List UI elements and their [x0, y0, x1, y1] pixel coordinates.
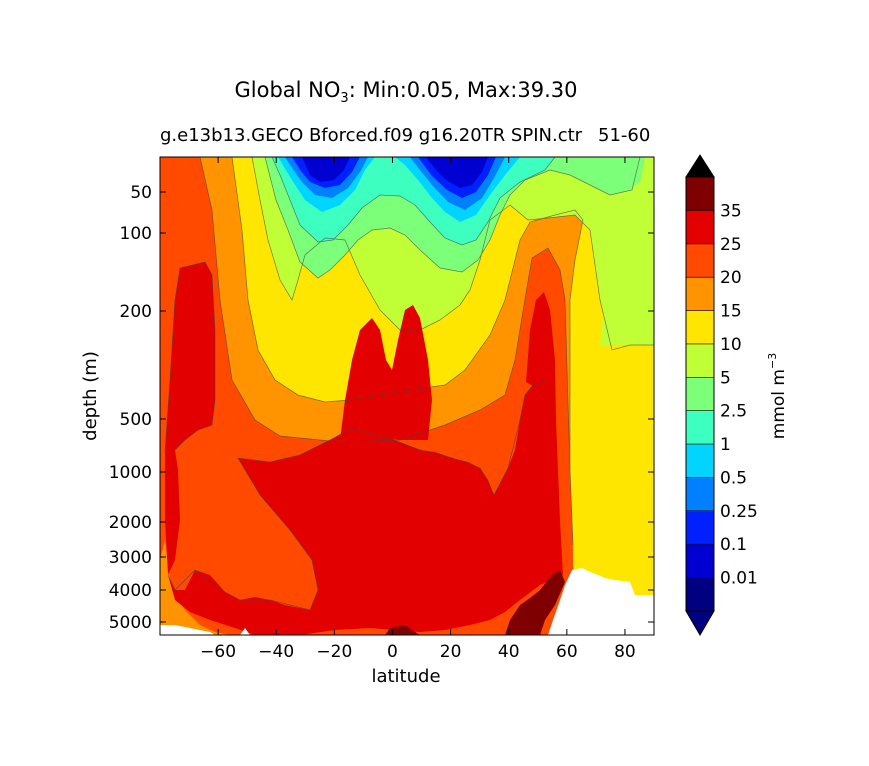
band-gt35-north	[505, 570, 565, 635]
colorbar-swatch	[686, 277, 714, 312]
land-mask-equator	[240, 628, 250, 635]
band-25-35-equatorial	[340, 305, 432, 440]
band-25-35-connector	[165, 450, 180, 575]
colorbar-level-label: 20	[720, 268, 742, 288]
band-25-35-northern	[526, 292, 563, 575]
y-axis-label: depth (m)	[80, 351, 101, 441]
colorbar-swatch	[686, 410, 714, 445]
y-tick-label: 4000	[109, 581, 152, 601]
x-tick-label: −40	[258, 642, 294, 662]
x-axis: −60 −40 −20 0 20 40 60 80	[200, 157, 636, 662]
colorbar: 0.01 0.1 0.25 0.5 1 2.5 5 10 15 20 25 35	[685, 154, 758, 636]
colorbar-frame	[685, 176, 715, 612]
colorbar-swatch	[686, 377, 714, 412]
y-tick-label: 5000	[109, 613, 152, 633]
band-2.5-5-arctic	[585, 157, 645, 192]
x-tick-label: 40	[498, 642, 520, 662]
colorbar-extend-min	[685, 610, 715, 636]
colorbar-level-label: 0.25	[720, 502, 758, 522]
land-mask-south	[160, 625, 215, 635]
x-tick-label: 80	[614, 642, 636, 662]
band-10-15	[232, 157, 654, 635]
x-tick-label: −60	[200, 642, 236, 662]
contour-line-25-deep	[167, 381, 546, 611]
colorbar-level-label: 0.1	[720, 535, 747, 555]
y-axis	[160, 191, 654, 623]
x-axis-label: latitude	[371, 666, 440, 687]
colorbar-swatch	[686, 510, 714, 545]
y-tick-label: 2000	[109, 513, 152, 533]
band-15-20-southern-edge	[160, 540, 230, 635]
colorbar-swatch	[686, 577, 714, 612]
band-0.01-0.1-south	[302, 157, 350, 182]
colorbar-swatch	[686, 177, 714, 211]
colorbar-level-label: 0.5	[720, 468, 747, 488]
contour-line-2.5	[264, 157, 641, 279]
colorbar-swatch	[686, 444, 714, 478]
colorbar-level-label: 0.01	[720, 569, 758, 589]
chart-title: Global NO3: Min:0.05, Max:39.30	[234, 78, 578, 107]
colorbar-swatch	[686, 477, 714, 512]
colorbar-level-label: 2.5	[720, 402, 747, 422]
colorbar-level-label: 5	[720, 368, 731, 388]
y-tick-label: 3000	[109, 548, 152, 568]
chart-subtitle: g.e13b13.GECO Bforced.f09 g16.20TR SPIN.…	[160, 125, 583, 146]
x-tick-label: 0	[387, 642, 398, 662]
contour-lines	[164, 157, 654, 611]
x-tick-label: −20	[316, 642, 352, 662]
contour-line-10	[231, 157, 584, 470]
y-tick-label: 50	[130, 183, 152, 203]
y-tick-labels: 50 100 200 500 1000 2000 3000 4000 5000	[109, 183, 152, 633]
x-tick-label: 60	[556, 642, 578, 662]
band-0.01-0.1-north	[426, 157, 488, 188]
colorbar-level-label: 1	[720, 435, 731, 455]
colorbar-extend-max	[685, 154, 715, 178]
y-tick-label: 200	[120, 302, 152, 322]
plot-frame	[159, 156, 655, 636]
contour-line-5	[251, 157, 654, 351]
contour-line-1	[271, 157, 556, 246]
band-25-35-deep	[168, 382, 563, 635]
colorbar-level-label: 35	[720, 201, 742, 221]
colorbar-label: mmol m−3	[766, 353, 789, 439]
chart-subtitle-period: 51-60	[598, 125, 651, 146]
land-mask-north	[548, 568, 654, 635]
colorbar-swatch	[686, 243, 714, 278]
band-10-15-arctic	[570, 345, 654, 635]
contour-field	[160, 157, 654, 635]
contour-line-15	[199, 157, 574, 546]
colorbar-swatch	[686, 544, 714, 579]
colorbar-swatch	[686, 343, 714, 378]
y-tick-label: 1000	[109, 463, 152, 483]
y-tick-label: 100	[120, 224, 152, 244]
colorbar-level-label: 10	[720, 335, 742, 355]
band-25-35-southern	[165, 262, 215, 452]
colorbar-swatch	[686, 210, 714, 245]
band-5-10-arctic	[592, 157, 654, 345]
x-tick-label: 20	[440, 642, 462, 662]
colorbar-level-label: 15	[720, 302, 742, 322]
band-gt35-equator	[385, 625, 420, 635]
y-tick-label: 500	[120, 410, 152, 430]
colorbar-level-label: 25	[720, 235, 742, 255]
contour-line-25	[164, 261, 216, 453]
colorbar-swatch	[686, 310, 714, 345]
